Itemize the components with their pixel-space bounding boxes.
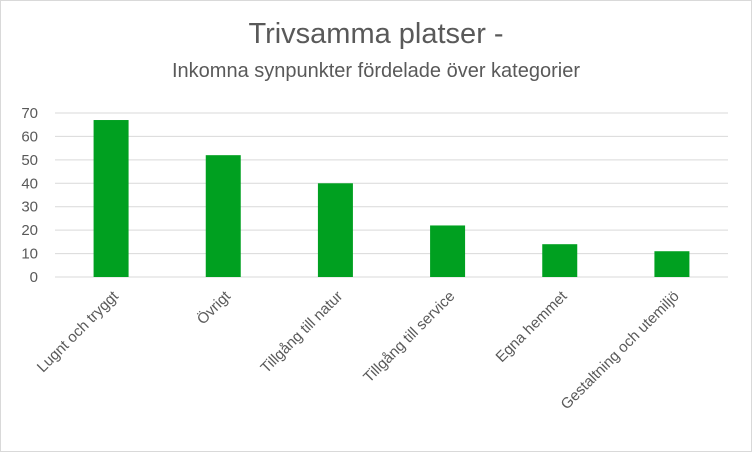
bar <box>654 251 690 277</box>
y-tick-label: 60 <box>21 128 38 145</box>
chart-title: Trivsamma platser - <box>248 18 504 50</box>
x-axis-labels: Lugnt och tryggt Övrigt Tillgång till natu… <box>34 287 683 414</box>
x-category-label: Gestaltning och utemiljö <box>558 288 683 413</box>
y-axis-ticks: 0 10 20 30 40 50 60 70 <box>21 105 38 286</box>
x-category-label: Tillgång till natur <box>257 288 346 377</box>
x-category-label: Egna hemmet <box>493 287 572 366</box>
bar <box>93 120 129 278</box>
bar <box>430 225 466 277</box>
y-tick-label: 40 <box>21 175 38 192</box>
chart-subtitle: Inkomna synpunkter fördelade över katego… <box>171 60 580 82</box>
gridlines <box>55 112 728 278</box>
bar <box>542 244 578 277</box>
y-tick-label: 10 <box>21 246 38 263</box>
y-tick-label: 20 <box>21 222 38 239</box>
y-tick-label: 30 <box>21 199 38 216</box>
y-tick-label: 50 <box>21 152 38 169</box>
x-category-label: Övrigt <box>193 287 235 329</box>
bar <box>317 183 353 277</box>
x-category-label: Tillgång till service <box>360 288 458 386</box>
bars <box>93 120 690 278</box>
x-category-label: Lugnt och tryggt <box>34 287 123 376</box>
y-tick-label: 0 <box>30 269 38 286</box>
y-tick-label: 70 <box>21 105 38 122</box>
bar <box>205 155 241 277</box>
